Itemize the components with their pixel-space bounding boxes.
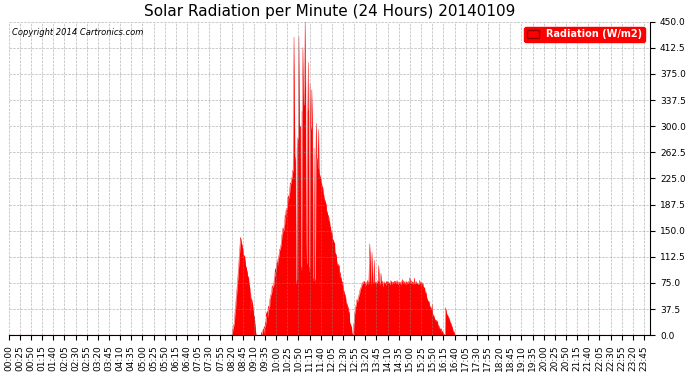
Text: Copyright 2014 Cartronics.com: Copyright 2014 Cartronics.com <box>12 28 144 37</box>
Title: Solar Radiation per Minute (24 Hours) 20140109: Solar Radiation per Minute (24 Hours) 20… <box>144 4 515 19</box>
Legend: Radiation (W/m2): Radiation (W/m2) <box>524 27 645 42</box>
